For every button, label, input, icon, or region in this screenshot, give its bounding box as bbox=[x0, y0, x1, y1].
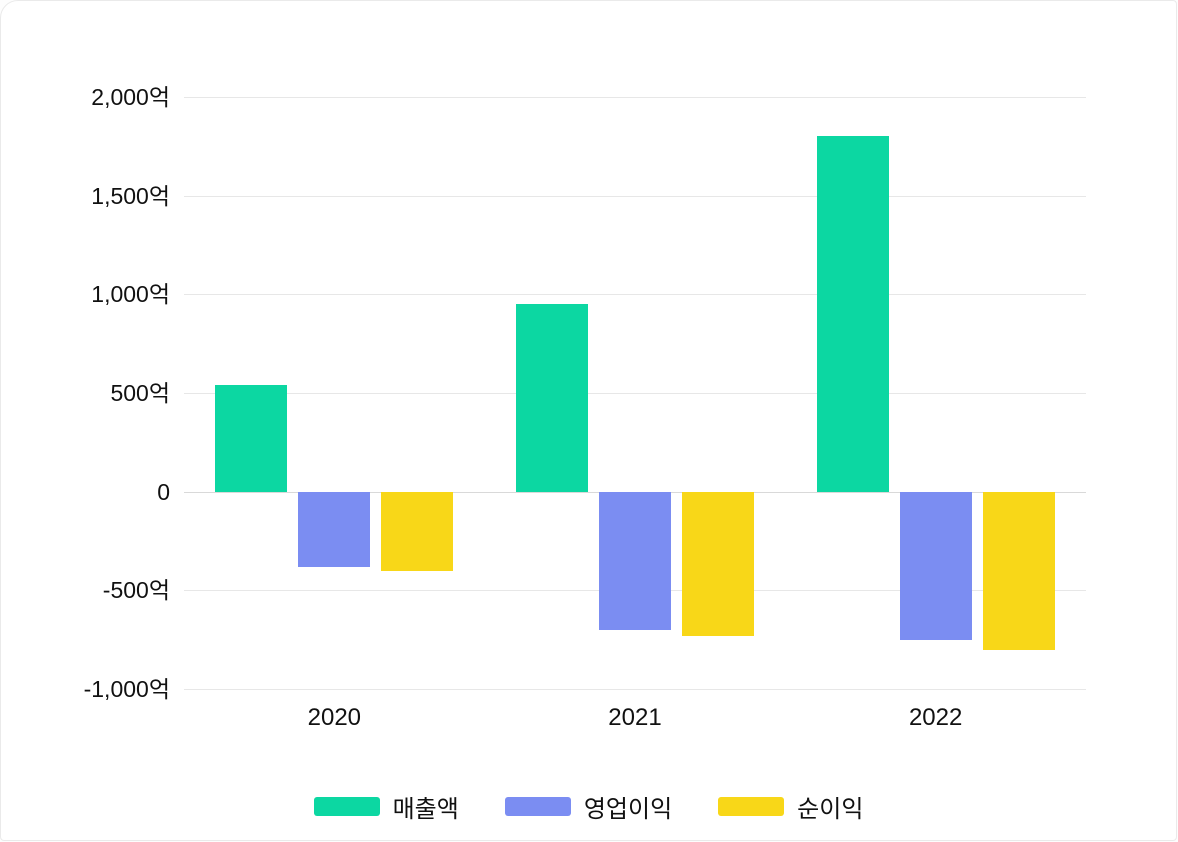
gridline bbox=[184, 393, 1086, 394]
plot-area bbox=[184, 97, 1086, 690]
legend-item-operating-profit[interactable]: 영업이익 bbox=[504, 789, 673, 824]
bar-revenue-2021 bbox=[516, 304, 588, 492]
legend-item-net-profit[interactable]: 순이익 bbox=[718, 789, 863, 824]
bar-net-profit-2022 bbox=[982, 491, 1055, 650]
gridline bbox=[184, 195, 1086, 197]
y-tick-label: -1,000억 bbox=[83, 676, 170, 702]
x-tick-label: 2021 bbox=[608, 704, 662, 731]
y-tick-label: -500억 bbox=[102, 577, 170, 604]
legend-swatch-revenue bbox=[313, 797, 380, 816]
y-tick-label: 0 bbox=[157, 478, 170, 505]
gridline bbox=[184, 689, 1086, 690]
bar-revenue-2020 bbox=[215, 385, 288, 492]
y-tick-label: 1,000억 bbox=[91, 281, 170, 308]
legend-label: 순이익 bbox=[797, 796, 864, 823]
legend-item-revenue[interactable]: 매출액 bbox=[313, 789, 459, 824]
legend: 매출액 영업이익 순이익 bbox=[1, 789, 1176, 824]
bar-net-profit-2020 bbox=[381, 491, 454, 571]
x-tick-label: 2020 bbox=[307, 704, 362, 731]
bar-net-profit-2021 bbox=[682, 491, 754, 636]
legend-swatch-net-profit bbox=[718, 797, 785, 816]
gridline bbox=[184, 97, 1086, 98]
bar-operating-profit-2020 bbox=[298, 491, 371, 567]
x-tick-label: 2022 bbox=[908, 704, 963, 731]
legend-swatch-operating-profit bbox=[504, 797, 571, 816]
legend-label: 영업이익 bbox=[583, 796, 673, 823]
y-tick-label: 500억 bbox=[110, 380, 170, 406]
bar-revenue-2022 bbox=[816, 136, 889, 492]
legend-label: 매출액 bbox=[392, 796, 459, 823]
y-tick-label: 2,000억 bbox=[91, 84, 170, 110]
bar-operating-profit-2022 bbox=[899, 491, 972, 640]
y-tick-label: 1,500억 bbox=[91, 182, 170, 209]
gridline bbox=[184, 294, 1086, 296]
bar-operating-profit-2021 bbox=[599, 491, 671, 630]
